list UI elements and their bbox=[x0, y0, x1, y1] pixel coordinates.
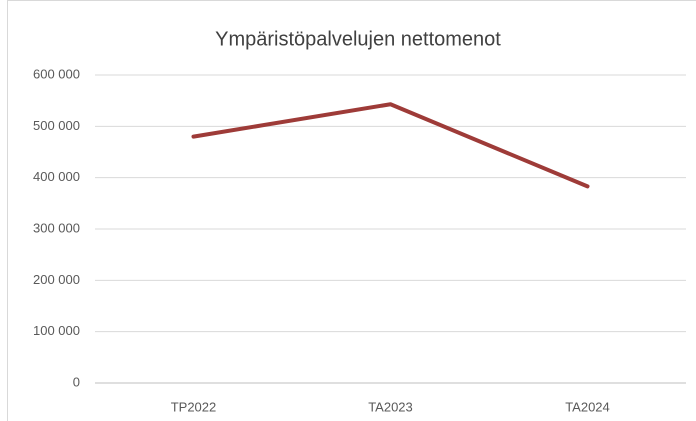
data-line bbox=[191, 102, 590, 189]
x-tick-label: TA2024 bbox=[565, 399, 610, 414]
x-tick-label: TP2022 bbox=[171, 399, 217, 414]
y-tick-label: 500 000 bbox=[33, 118, 80, 133]
x-tick-label: TA2023 bbox=[368, 399, 413, 414]
y-tick-label: 400 000 bbox=[33, 169, 80, 184]
y-tick-label: 200 000 bbox=[33, 272, 80, 287]
y-tick-label: 100 000 bbox=[33, 323, 80, 338]
y-tick-label: 300 000 bbox=[33, 220, 80, 235]
chart-title: Ympäristöpalvelujen nettomenot bbox=[215, 28, 501, 50]
chart-border bbox=[7, 0, 696, 421]
y-tick-label: 600 000 bbox=[33, 66, 80, 81]
y-tick-label: 0 bbox=[73, 374, 80, 389]
